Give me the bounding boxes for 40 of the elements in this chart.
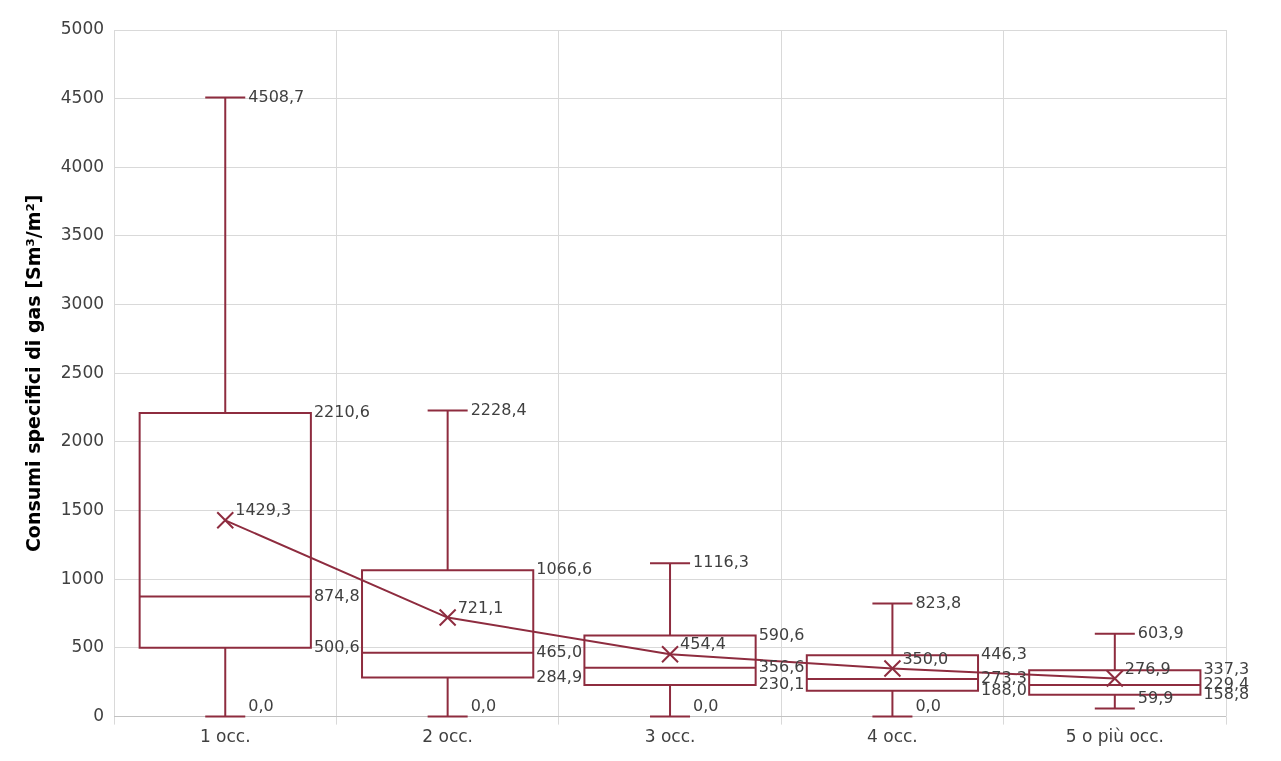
annotation: 0,0 [248, 695, 274, 715]
data-label: 1429,3 [235, 500, 292, 520]
annotation: 356,6 [758, 656, 805, 676]
annotation: 1066,6 [536, 559, 593, 579]
x-tick-label: 1 occ. [199, 726, 251, 747]
annotation: 874,8 [313, 585, 360, 605]
annotation: 0,0 [693, 695, 719, 715]
y-tick-label: 3000 [60, 293, 105, 314]
y-tick-label: 500 [71, 636, 105, 657]
x-tick-label: 3 occ. [644, 726, 696, 747]
x-tick-label: 4 occ. [867, 726, 918, 747]
annotation: 500,6 [313, 637, 360, 657]
y-tick-label: 2500 [60, 361, 105, 382]
data-label: 454,4 [680, 634, 726, 654]
annotation: 603,9 [1137, 622, 1184, 642]
annotation: 284,9 [536, 666, 583, 686]
data-label: 721,1 [457, 597, 504, 617]
annotation: 4508,7 [248, 86, 305, 106]
x-tick-label: 5 o più occ. [1065, 726, 1164, 747]
y-tick-label: 2000 [60, 430, 105, 451]
annotation: 446,3 [981, 644, 1027, 664]
annotation: 1116,3 [693, 552, 750, 572]
annotation: 590,6 [758, 624, 805, 644]
y-tick-label: 1500 [60, 499, 105, 520]
annotation: 823,8 [915, 592, 962, 612]
annotation: 230,1 [758, 674, 805, 694]
y-tick-label: 0 [93, 705, 105, 726]
annotation: 2210,6 [313, 402, 370, 422]
y-tick-label: 4000 [60, 155, 105, 176]
annotation: 337,3 [1203, 659, 1250, 679]
x-tick-label: 2 occ. [422, 726, 473, 747]
annotation: 465,0 [536, 641, 583, 661]
y-axis-title: Consumi specifici di gas [Sm³/m²] [22, 194, 45, 553]
annotation: 0,0 [915, 695, 941, 715]
y-tick-label: 5000 [60, 18, 105, 39]
y-tick-label: 3500 [60, 224, 105, 245]
y-tick-label: 1000 [60, 567, 105, 588]
y-tick-label: 4500 [60, 87, 105, 108]
annotation: 2228,4 [470, 399, 527, 419]
annotation: 0,0 [470, 695, 497, 715]
